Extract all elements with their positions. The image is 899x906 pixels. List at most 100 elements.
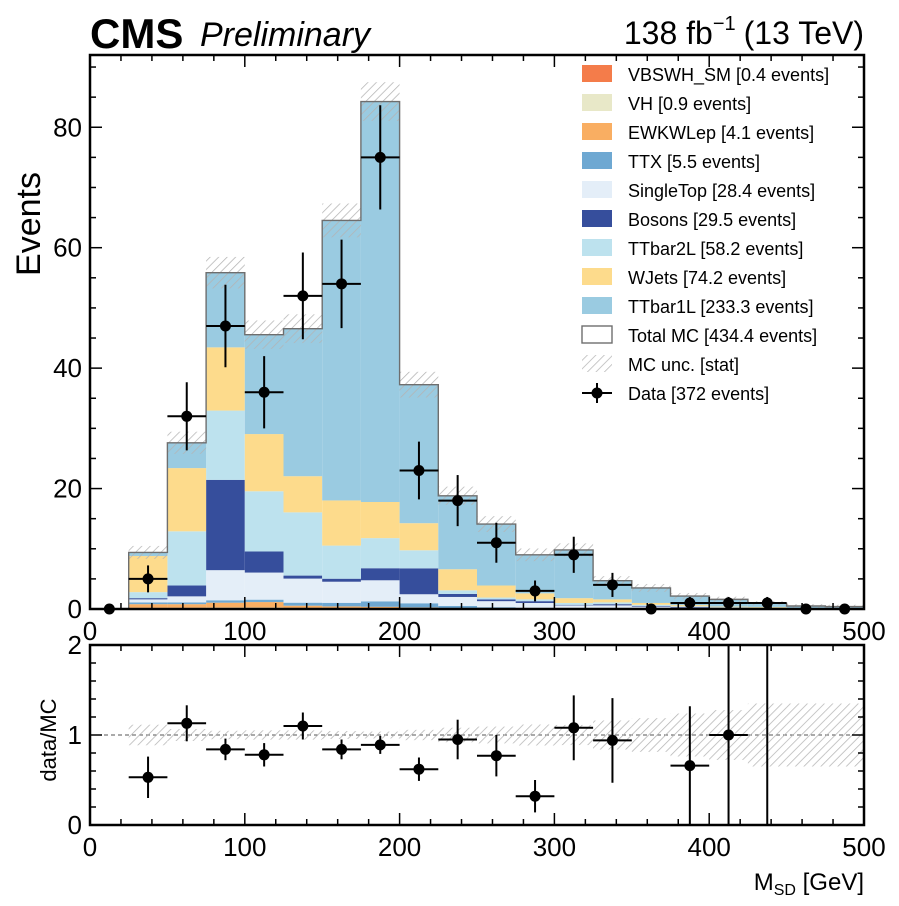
legend-swatch [582,239,612,256]
ratio-point [477,735,516,777]
x-tick-label: 0 [83,832,97,862]
legend-swatch [582,65,612,82]
x-tick-label: 300 [533,832,576,862]
ratio-unc-bin-11 [515,724,555,746]
bar-4-bin-7 [360,580,400,602]
legend-entry: EWKWLep [4.1 events] [582,123,814,143]
bar-2-bin-1 [128,604,168,608]
ratio-unc-bin-14 [631,718,671,752]
bar-6-bin-8 [399,550,439,569]
x-axis-label-unit: [GeV] [796,869,864,896]
bar-4-bin-4 [244,572,284,600]
ratio-unc-bin-18 [786,703,826,767]
bar-3-bin-4 [244,599,284,603]
ratio-panel: 0 100 200 300 400 500 0 1 2 [68,630,886,862]
ratio-y-tick-label: 1 [68,720,82,750]
data-point [283,252,323,340]
bar-3-bin-1 [128,602,168,605]
bar-7-bin-4 [244,434,284,492]
ratio-unc-bin-6 [322,731,361,739]
bar-6-bin-10 [477,597,516,600]
legend-swatch [582,210,612,227]
bar-3-bin-2 [167,602,207,605]
bar-8-bin-5 [283,328,323,477]
main-y-tick-label: 20 [53,474,82,504]
main-ylabel: Events [10,172,48,276]
bar-3-bin-3 [206,600,245,603]
data-point [477,522,516,563]
ratio-point [670,706,710,825]
bar-3-bin-5 [283,602,323,606]
x-tick-label: 200 [378,832,421,862]
bar-5-bin-11 [515,601,555,603]
bar-4-bin-5 [283,578,323,603]
legend-swatch [582,152,612,169]
x-tick-label: 200 [378,616,421,646]
bar-4-bin-9 [438,596,477,606]
bar-3-bin-6 [322,602,361,607]
bar-4-bin-1 [128,599,168,603]
lumi-energy: (13 TeV) [744,15,864,51]
ratio-point [399,757,439,781]
bar-7-bin-12 [554,598,594,603]
ratio-point [360,735,400,754]
legend-label: TTX [5.5 events] [628,152,760,172]
legend-swatch [582,268,612,285]
data-point [128,565,168,593]
x-tick-label: 100 [223,616,266,646]
bar-5-bin-4 [244,551,284,573]
bar-6-bin-4 [244,491,284,552]
bar-5-bin-3 [206,479,245,571]
legend-entry: Total MC [434.4 events] [581,325,817,346]
legend-swatch [582,123,612,140]
bar-5-bin-5 [283,575,323,579]
ratio-point [709,645,748,825]
bar-3-bin-9 [438,605,477,609]
legend-entry: VBSWH_SM [0.4 events] [582,65,829,86]
bar-2-bin-5 [283,605,323,609]
total-mc-outline [90,100,865,610]
bar-4-bin-11 [515,602,555,608]
ratio-point [244,743,284,767]
legend-swatch [582,181,612,198]
main-y-tick-label: 60 [53,233,82,263]
x-tick-label: 300 [533,616,576,646]
bar-7-bin-9 [438,569,477,591]
bar-2-bin-4 [244,602,284,608]
legend-label: Bosons [29.5 events] [628,210,796,230]
x-axis-label-sub: SD [774,882,796,899]
legend-label: TTbar1L [233.3 events] [628,297,813,317]
bar-5-bin-1 [128,598,168,600]
main-y-tick-label: 0 [68,594,82,624]
main-frame [88,53,866,611]
legend-label: TTbar2L [58.2 events] [628,239,803,259]
ratio-y-tick-label: 0 [68,810,82,840]
legend-label: VH [0.9 events] [628,94,751,114]
data-point [322,239,361,329]
legend-label: Data [372 events] [628,384,769,404]
bar-2-bin-2 [167,604,207,608]
bar-2-bin-6 [322,606,361,609]
ratio-unc-bin-4 [244,730,284,740]
x-tick-label: 100 [223,832,266,862]
main-y-tick-label: 80 [53,112,82,142]
legend-label: SingleTop [28.4 events] [628,181,815,201]
bar-4-bin-12 [554,605,594,609]
data-point [709,596,748,609]
ratio-point [206,738,245,761]
legend-entry: MC unc. [stat] [582,355,739,375]
bar-2-bin-3 [206,602,245,608]
bar-7-bin-2 [167,468,207,532]
lumi-label: 138 fb−1 (13 TeV) [624,13,864,51]
data-point [167,382,207,451]
bar-7-bin-5 [283,476,323,513]
ratio-unc-bin-3 [206,730,245,740]
legend-label: VBSWH_SM [0.4 events] [628,65,829,86]
bar-7-bin-8 [399,523,439,551]
x-axis-label-main: M [754,869,774,896]
bar-4-bin-8 [399,594,439,604]
status-label: Preliminary [200,16,372,54]
data-point [360,105,400,210]
ratio-y-tick-label: 2 [68,630,82,660]
bar-4-bin-6 [322,581,361,603]
